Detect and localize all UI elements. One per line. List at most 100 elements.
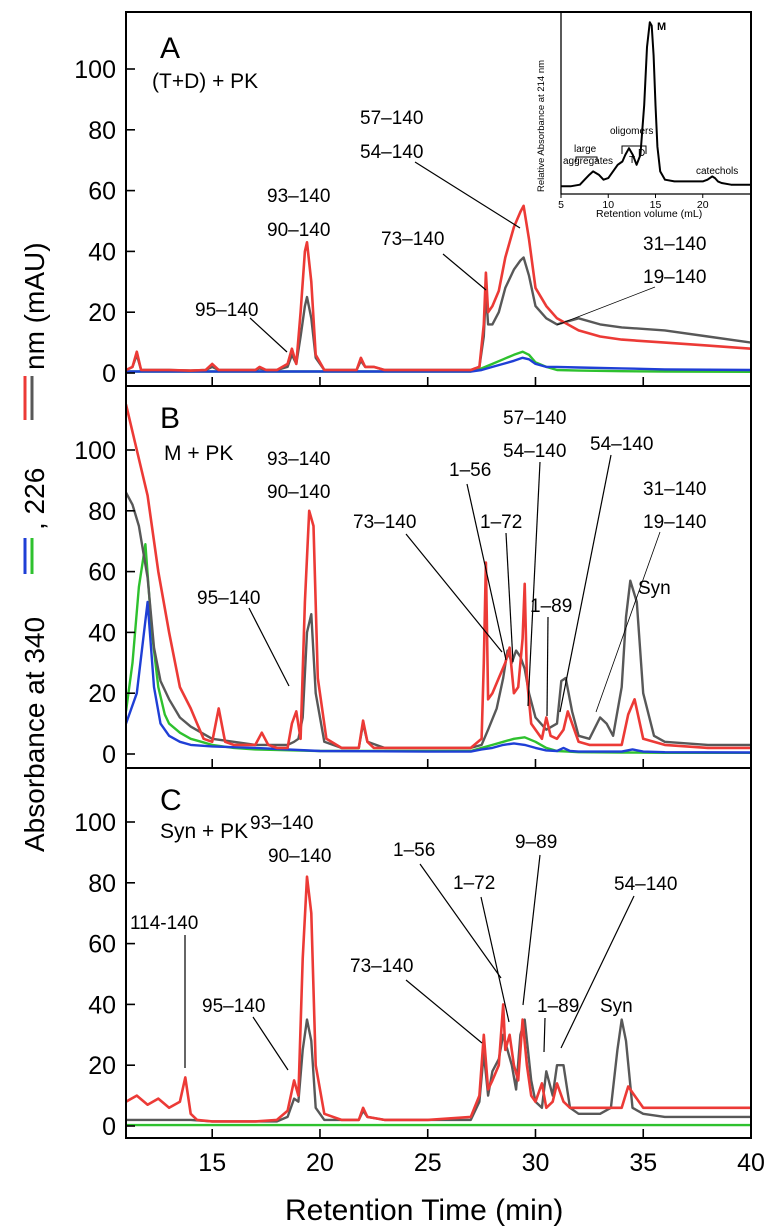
annot-c-1-72: 1–72 [453, 873, 495, 894]
series-red-line [126, 404, 751, 750]
leader-c-9-89 [522, 854, 541, 1006]
annot-c-1-56: 1–56 [393, 840, 435, 861]
leader-b-1-72 [505, 532, 514, 663]
annot-b-93-140: 93–140 [267, 449, 330, 470]
y-tick-label: 40 [88, 238, 116, 266]
annot-b-73-140: 73–140 [353, 512, 416, 533]
inset-aggregates-bracket [575, 156, 598, 162]
y-tick-label: 40 [88, 619, 116, 647]
x-tick-label: 30 [522, 1149, 550, 1177]
x-tick-label: 35 [629, 1149, 657, 1177]
inset-chart: 5 10 15 20 Relative Absorbance at 214 nm Re… [536, 12, 750, 220]
y-tick-label: 0 [102, 360, 116, 388]
annot-c-93-140: 93–140 [250, 813, 313, 834]
panel-b-title: M + PK [164, 442, 233, 465]
annot-b-31-140: 31–140 [643, 479, 706, 500]
panel-b-lines [126, 404, 751, 754]
panel-c-letter: C [160, 784, 182, 817]
inset-dimer-label: D [638, 148, 645, 159]
panel-c-lines [126, 875, 751, 1127]
x-axis-label: Retention Time (min) [285, 1194, 563, 1227]
annot-a-19-140: 19–140 [643, 267, 706, 288]
annot-c-54-140: 54–140 [614, 874, 677, 895]
leader-b-19-140 [595, 531, 661, 713]
inset-ticks: 5 10 15 20 [558, 194, 709, 211]
annot-a-31-140: 31–140 [643, 234, 706, 255]
annot-c-95-140: 95–140 [202, 996, 265, 1017]
annot-b-1-56: 1–56 [449, 460, 491, 481]
panel-c-title: Syn + PK [160, 820, 248, 843]
annot-c-1-89: 1–89 [537, 996, 579, 1017]
inset-large-label: large [574, 144, 597, 155]
panel-a-ticks: 0 20 40 60 80 100 [74, 56, 752, 388]
panel-a: 0 20 40 60 80 100 A (T+D) + PK 95–140 93–140 … [74, 11, 752, 388]
leader-b-54-140-b [559, 454, 612, 713]
leader-b-1-89 [546, 616, 549, 717]
annot-a-90-140: 90–140 [267, 220, 330, 241]
leader-b-54-140-a [527, 461, 541, 707]
y-tick-label: 60 [88, 931, 116, 959]
y-tick-label: 60 [88, 559, 116, 587]
panel-c-ticks: 0 20 40 60 80 100 15 20 25 30 35 40 [74, 809, 765, 1177]
inset-xlabel: Retention volume (mL) [596, 208, 702, 220]
annot-c-syn: Syn [600, 996, 633, 1017]
annot-a-73-140: 73–140 [381, 229, 444, 250]
y-tick-label: 20 [88, 680, 116, 708]
annot-b-1-89: 1–89 [530, 596, 572, 617]
series-black-line [126, 492, 751, 750]
inset-trace-line [561, 21, 750, 188]
panel-b: 0 20 40 60 80 100 B M + PK 93–140 90–140 95–1… [74, 385, 752, 769]
inset-x-tick-label: 15 [650, 199, 662, 211]
x-tick-label: 25 [414, 1149, 442, 1177]
inset-trimer-label: T [629, 155, 635, 166]
inset-monomer-label: M [657, 21, 666, 33]
annot-c-9-89: 9–89 [515, 832, 557, 853]
annot-b-19-140: 19–140 [643, 512, 706, 533]
inset-oligomers-bracket [621, 145, 647, 154]
panel-c: 0 20 40 60 80 100 15 20 25 30 35 40 C Syn + PK 114-… [74, 767, 765, 1177]
leader-a-19-140 [556, 286, 656, 326]
inset-x-tick-label: 20 [697, 199, 709, 211]
panel-b-ticks: 0 20 40 60 80 100 [74, 437, 752, 769]
ylabel-part-1: Absorbance at 340 [19, 617, 50, 852]
y-tick-label: 20 [88, 299, 116, 327]
annot-b-syn: Syn [638, 578, 671, 599]
annot-b-54-140-b: 54–140 [590, 434, 653, 455]
panel-c-annotations: 114-140 95–140 93–140 90–140 73–140 1–56… [130, 813, 677, 1071]
leader-c-1-89 [543, 1017, 546, 1053]
series-red-line [126, 204, 751, 372]
series-blue-line [126, 600, 751, 754]
panel-b-letter: B [160, 402, 180, 435]
x-tick-label: 20 [306, 1149, 334, 1177]
leader-a-73-140 [442, 253, 487, 291]
annot-b-1-72: 1–72 [480, 512, 522, 533]
y-tick-label: 80 [88, 117, 116, 145]
y-tick-label: 100 [74, 437, 116, 465]
y-tick-label: 0 [102, 741, 116, 769]
annot-c-73-140: 73–140 [350, 956, 413, 977]
leader-b-1-56 [466, 483, 507, 661]
series-blue-line [126, 356, 751, 373]
leader-b-73-140 [405, 533, 503, 653]
ylabel-part-3: nm (mAU) [19, 242, 50, 370]
leader-c-73-140 [405, 979, 483, 1044]
y-tick-label: 0 [102, 1113, 116, 1141]
y-tick-label: 80 [88, 870, 116, 898]
panel-c-frame [125, 767, 752, 1139]
inset-catechols-label: catechols [696, 166, 738, 177]
leader-c-54-140 [560, 895, 635, 1049]
panel-b-annotations: 93–140 90–140 95–140 1–56 73–140 1–72 57… [197, 408, 706, 717]
inset-lines [561, 21, 750, 188]
y-tick-label: 60 [88, 178, 116, 206]
leader-c-1-72 [480, 896, 510, 1023]
annot-b-57-140: 57–140 [503, 408, 566, 429]
y-tick-label: 40 [88, 991, 116, 1019]
y-tick-label: 20 [88, 1052, 116, 1080]
annot-c-114-140: 114-140 [130, 913, 198, 934]
panel-a-annotations: 95–140 93–140 90–140 73–140 57–140 54–14… [195, 108, 706, 353]
y-tick-label: 100 [74, 56, 116, 84]
inset-aggregates-label: aggregates [563, 156, 613, 167]
panel-a-lines [126, 204, 751, 373]
annot-c-90-140: 90–140 [268, 846, 331, 867]
